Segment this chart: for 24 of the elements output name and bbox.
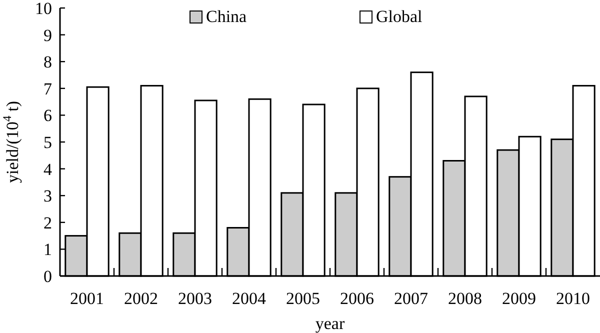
y-tick-label: 8 <box>44 52 52 72</box>
y-tick-label: 0 <box>44 266 52 286</box>
x-tick-label: 2006 <box>340 289 374 308</box>
y-tick-label: 3 <box>44 186 52 206</box>
x-tick-label: 2010 <box>556 289 590 308</box>
y-tick-label: 9 <box>44 26 52 45</box>
y-tick-label: 5 <box>44 132 52 152</box>
x-tick-label: 2008 <box>448 289 482 308</box>
x-tick-label: 2005 <box>286 289 320 308</box>
x-axis-title: year <box>315 314 345 333</box>
x-tick-label: 2004 <box>232 289 266 308</box>
legend-label: Global <box>376 7 423 26</box>
x-tick-label: 2002 <box>124 289 158 308</box>
x-tick-label: 2007 <box>394 289 428 308</box>
legend-label: China <box>206 7 248 26</box>
y-tick-label: 6 <box>44 106 52 126</box>
x-tick-label: 2009 <box>502 289 536 308</box>
x-tick-label: 2001 <box>70 289 104 308</box>
x-tick-label: 2003 <box>178 289 212 308</box>
y-tick-label: 10 <box>35 0 52 18</box>
y-tick-label: 2 <box>44 213 52 232</box>
y-tick-label: 1 <box>44 240 52 260</box>
y-tick-label: 4 <box>44 160 52 179</box>
y-tick-label: 7 <box>44 79 52 98</box>
